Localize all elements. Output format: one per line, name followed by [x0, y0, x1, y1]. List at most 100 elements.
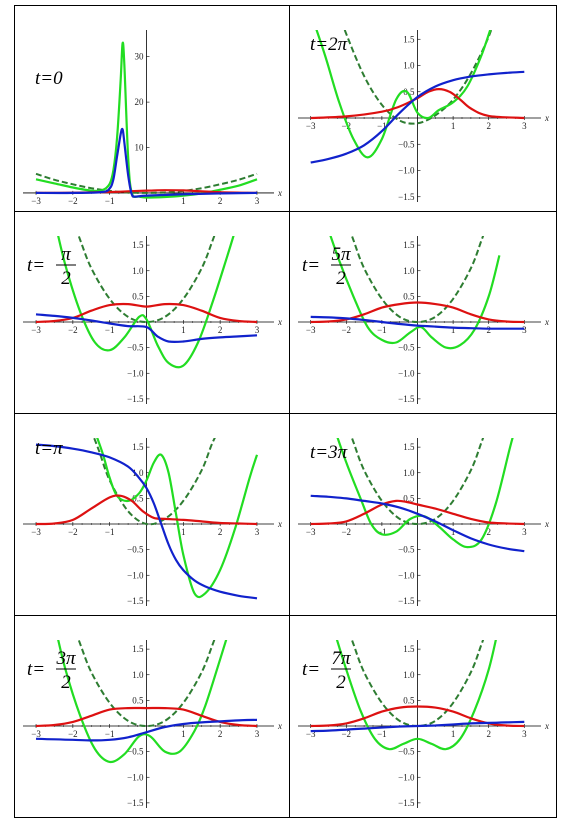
x-tick-label: 1: [451, 527, 456, 537]
y-tick-label: 1.0: [132, 266, 144, 276]
y-tick-label: 1.5: [403, 240, 415, 250]
y-tick-label: −0.5: [398, 343, 415, 353]
y-tick-label: 1.5: [132, 442, 144, 452]
y-tick-label: −1.5: [398, 394, 415, 404]
time-label: t=0: [35, 68, 63, 89]
x-tick-label: −2: [341, 325, 351, 335]
y-tick-label: −0.5: [127, 343, 144, 353]
x-tick-label: −3: [31, 196, 41, 206]
y-tick-label: −0.5: [398, 139, 415, 149]
series-line-green: [329, 236, 501, 350]
y-tick-label: 0.5: [403, 695, 415, 705]
x-tick-label: 2: [486, 729, 491, 739]
y-tick-label: 1.5: [403, 34, 415, 44]
y-tick-label: 1.5: [132, 240, 144, 250]
x-tick-label: −3: [306, 325, 316, 335]
y-tick-label: 10: [135, 143, 145, 153]
series-line-blue: [310, 315, 525, 330]
x-tick-label: 1: [181, 325, 186, 335]
y-tick-label: 0.5: [132, 493, 144, 503]
panel-tpi: −3 −2 −1 1 2 3 x 1.5 1.0 0.5 −0.5 −1.0 −1.5 t=π: [15, 414, 290, 616]
y-tick-label: 0.5: [403, 87, 415, 97]
x-tick-label: 1: [181, 527, 186, 537]
x-tick-label: 2: [486, 121, 491, 131]
x-axis-label: x: [544, 113, 549, 123]
x-tick-label: 2: [486, 527, 491, 537]
y-tick-label: −0.5: [398, 545, 415, 555]
y-tick-label: −1.5: [127, 394, 144, 404]
chart-svg: −3 −2 −1 1 2 3 x 1.5 1.0 0.5 −0.5 −1.0 −1.5 t= π 2: [23, 236, 282, 404]
x-tick-label: 3: [255, 729, 260, 739]
y-tick-label: −1.0: [127, 772, 144, 782]
series-line-blue: [35, 718, 258, 742]
y-tick-label: −0.5: [398, 747, 415, 757]
x-tick-label: 3: [255, 196, 260, 206]
x-tick-label: 1: [451, 325, 456, 335]
x-axis-label: x: [544, 317, 549, 327]
series-line-potential: [350, 438, 485, 525]
y-tick-label: 0.5: [403, 493, 415, 503]
y-tick-label: 1.0: [132, 670, 144, 680]
x-tick-label: −2: [341, 121, 351, 131]
y-tick-label: 1.5: [403, 644, 415, 654]
x-tick-label: 1: [451, 729, 456, 739]
y-tick-label: −1.5: [398, 798, 415, 808]
panel-t5pi2: −3 −2 −1 1 2 3 x 1.5 1.0 0.5 −0.5 −1.0 −1.5 t= 5π 2: [290, 212, 557, 414]
panel-grid: −3 −2 −1 1 2 3 x 10 20 30 t=0 −3 −2 −1 1 2 3 x 1.5 1.0 0.5 −0…: [14, 5, 557, 818]
time-label: t=2π: [310, 34, 348, 55]
x-tick-label: −1: [377, 325, 387, 335]
series-line-blue: [35, 443, 258, 600]
y-tick-label: 20: [135, 97, 145, 107]
x-tick-label: 3: [255, 325, 260, 335]
series-line-green: [96, 438, 259, 599]
y-tick-label: −0.5: [127, 545, 144, 555]
x-tick-label: −2: [68, 325, 78, 335]
chart-svg: −3 −2 −1 1 2 3 x 1.5 1.0 0.5 −0.5 −1.0 −1.5 t=2π: [298, 30, 549, 202]
time-label-numerator: π: [61, 244, 71, 265]
x-tick-label: −3: [306, 527, 316, 537]
panel-t0: −3 −2 −1 1 2 3 x 10 20 30 t=0: [15, 6, 290, 212]
x-tick-label: 2: [218, 325, 223, 335]
y-tick-label: 1.0: [403, 670, 415, 680]
x-tick-label: 1: [451, 121, 456, 131]
x-tick-label: −3: [31, 527, 41, 537]
x-tick-label: −1: [377, 729, 387, 739]
time-label-numerator: 7π: [331, 648, 351, 669]
time-label-prefix: t=: [27, 659, 45, 680]
time-label-numerator: 5π: [331, 244, 351, 265]
time-label: t=3π: [310, 442, 348, 463]
x-tick-label: 1: [181, 196, 186, 206]
x-tick-label: 3: [522, 325, 527, 335]
x-tick-label: −2: [68, 527, 78, 537]
y-tick-label: 0.5: [132, 695, 144, 705]
y-tick-label: 30: [135, 52, 145, 62]
y-tick-label: −0.5: [127, 747, 144, 757]
time-label-prefix: t=: [302, 255, 320, 276]
series-line-blue: [35, 313, 258, 344]
x-axis-label: x: [544, 519, 549, 529]
x-axis-label: x: [277, 519, 282, 529]
series-line-blue: [310, 720, 525, 733]
series-line-potential: [350, 236, 485, 323]
time-label-prefix: t=: [302, 659, 320, 680]
x-tick-label: 3: [522, 527, 527, 537]
x-tick-label: 3: [522, 121, 527, 131]
y-tick-label: 1.5: [132, 644, 144, 654]
y-tick-label: 0.5: [403, 291, 415, 301]
x-tick-label: −2: [341, 527, 351, 537]
time-label: t=π: [35, 438, 63, 459]
time-label-numerator: 3π: [55, 648, 76, 669]
x-tick-label: 2: [218, 729, 223, 739]
time-label-denominator: 2: [61, 672, 71, 693]
series-line-blue: [310, 70, 525, 164]
chart-svg: −3 −2 −1 1 2 3 x 1.5 1.0 0.5 −0.5 −1.0 −1.5 t=3π: [298, 438, 549, 606]
chart-svg: −3 −2 −1 1 2 3 x 1.5 1.0 0.5 −0.5 −1.0 −1.5 t= 3π 2: [23, 640, 282, 808]
y-tick-label: −1.0: [398, 772, 415, 782]
y-tick-label: −1.0: [398, 368, 415, 378]
y-tick-label: −1.5: [398, 596, 415, 606]
x-tick-label: −1: [377, 121, 387, 131]
x-tick-label: 2: [218, 527, 223, 537]
y-tick-label: −1.0: [398, 166, 415, 176]
series-line-blue: [310, 494, 525, 553]
